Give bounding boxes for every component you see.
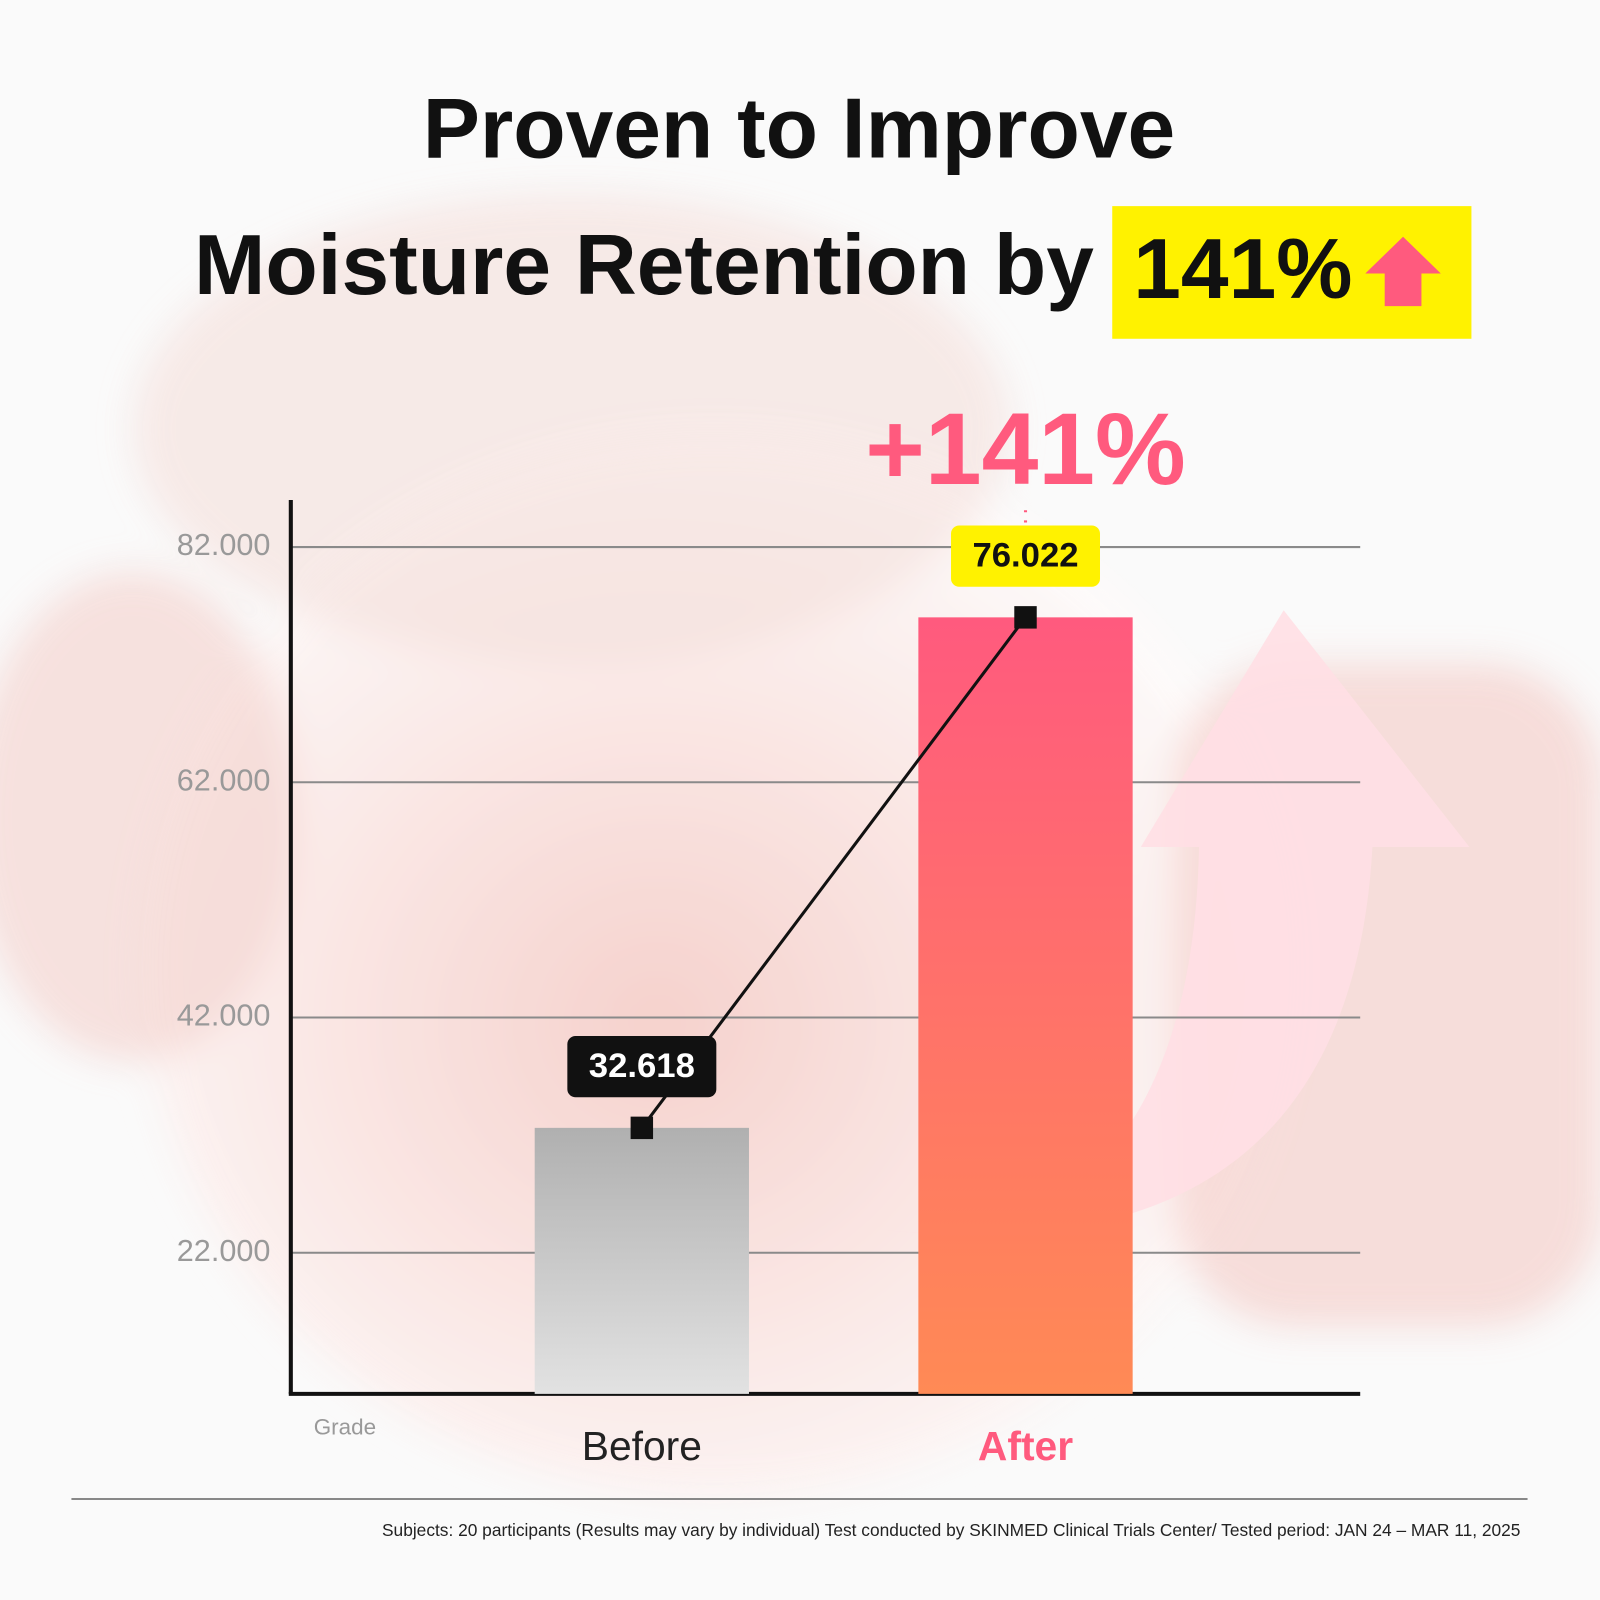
point-marker [1014,606,1037,629]
value-label-box [567,1036,717,1098]
chart-subtitle: Moisture Retention by [194,217,1094,313]
annotation: +141% [865,392,1186,506]
y-tick-label: 22.000 [177,1234,271,1268]
y-axis-label: Grade [314,1414,376,1439]
y-tick-label: 62.000 [177,763,271,797]
bar [918,617,1133,1394]
chart-title: Proven to Improve [423,80,1175,176]
highlight-text: 141% [1133,221,1352,317]
footnote: Subjects: 20 participants (Results may v… [382,1520,1520,1540]
y-tick-label: 42.000 [177,999,271,1033]
decorative-arrow [882,610,1470,1235]
point-marker [630,1116,654,1140]
value-label: 32.618 [589,1047,695,1085]
value-label: 76.022 [972,536,1078,574]
bar [534,1127,749,1394]
value-label-box [951,525,1100,587]
y-tick-label: 82.000 [177,528,271,562]
x-tick-label: Before [582,1423,702,1469]
x-tick-label: After [978,1423,1073,1469]
up-icon [1365,236,1441,307]
